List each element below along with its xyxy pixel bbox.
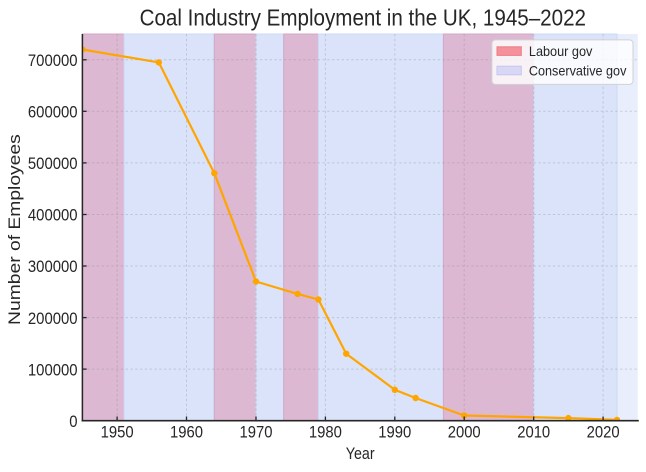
svg-text:500000: 500000 [28, 154, 78, 173]
svg-text:0: 0 [69, 412, 77, 431]
svg-text:1960: 1960 [170, 423, 203, 442]
svg-text:2020: 2020 [587, 423, 620, 442]
svg-text:300000: 300000 [28, 257, 78, 276]
svg-text:700000: 700000 [28, 51, 78, 70]
svg-text:600000: 600000 [28, 103, 78, 122]
svg-text:Labour gov: Labour gov [529, 44, 593, 59]
svg-text:Year: Year [346, 444, 375, 463]
svg-text:2010: 2010 [517, 423, 550, 442]
svg-text:200000: 200000 [28, 309, 78, 328]
svg-text:2000: 2000 [448, 423, 481, 442]
svg-text:1970: 1970 [240, 423, 273, 442]
svg-text:Conservative gov: Conservative gov [529, 64, 627, 79]
svg-text:1980: 1980 [309, 423, 342, 442]
svg-text:1990: 1990 [378, 423, 411, 442]
svg-text:Number of Employees: Number of Employees [5, 134, 24, 325]
svg-text:100000: 100000 [28, 360, 78, 379]
svg-text:1950: 1950 [101, 423, 134, 442]
svg-text:Coal Industry Employment in th: Coal Industry Employment in the UK, 1945… [140, 5, 586, 31]
svg-text:400000: 400000 [28, 206, 78, 225]
